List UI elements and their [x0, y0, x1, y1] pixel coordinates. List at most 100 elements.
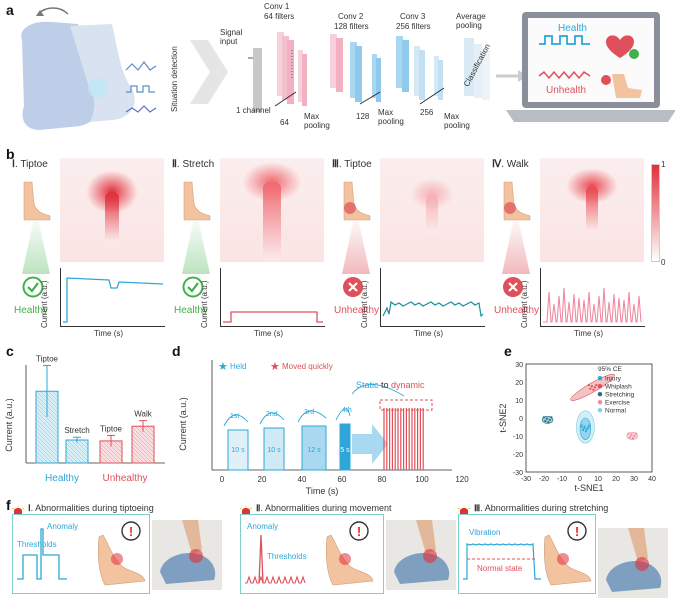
cluster-point [543, 416, 545, 418]
anomaly-title-2: Ⅱ. Abnormalities during movement [256, 503, 392, 513]
legend-entry: Injury [605, 376, 622, 383]
x-axis-label: t-SNE1 [574, 483, 603, 492]
foot-1-icon [18, 178, 54, 222]
state-1-title: Ⅰ. Tiptoe [12, 160, 48, 170]
max-pooling-2-label: Max pooling [378, 108, 404, 126]
bar-label: Stretch [64, 426, 89, 435]
dim-128-label: 128 [356, 112, 369, 121]
pressure-heatmap-4 [540, 158, 644, 262]
cluster-point [592, 389, 594, 391]
status-label-4: Unhealthy [494, 306, 539, 316]
cluster-point [585, 430, 587, 432]
cluster-point [594, 386, 596, 388]
cluster-point [584, 427, 586, 429]
current-trace [221, 268, 325, 326]
step-duration: 5 s [340, 447, 350, 454]
x-tick-label: 20 [612, 476, 620, 483]
heatmap-colorbar [651, 164, 660, 262]
cluster-point [582, 429, 584, 431]
bar-label: Tiptoe [36, 355, 58, 363]
x-tick-label: 10 [594, 476, 602, 483]
foot-4-icon [498, 178, 534, 222]
status-label-3: Unhealthy [334, 306, 379, 316]
current-plot-2 [220, 268, 325, 327]
pressure-heatmap-2 [220, 158, 324, 262]
title-text: . Abnormalities during movement [260, 503, 391, 513]
sock-shoe-photo [152, 520, 222, 590]
cluster-point [546, 418, 548, 420]
vibration-label: Vibration [469, 528, 500, 537]
x-axis-label: Time (s) [306, 486, 339, 496]
legend-marker [598, 400, 602, 404]
legend-marker [598, 408, 602, 412]
conv2-stack [330, 34, 381, 102]
x-tick-label: 80 [378, 475, 387, 484]
cluster-point [632, 437, 634, 439]
chevron-right-icon [190, 40, 228, 104]
dim-256-label: 256 [420, 108, 433, 117]
state-3-title: Ⅲ. Tiptoe [332, 160, 372, 170]
x-tick-label: -30 [521, 476, 531, 483]
x-tick-label: 120 [455, 475, 469, 484]
y-axis-label: Current (a.u.) [4, 398, 14, 452]
ylabel-1: Current (a.u.) [40, 280, 49, 328]
foot-2-icon [178, 178, 214, 222]
step-duration: 10 s [231, 447, 245, 454]
cluster-point [549, 419, 551, 421]
conv3-label: Conv 3 [400, 12, 425, 21]
alarm-light-icon [458, 503, 470, 513]
y-tick-label: 20 [515, 380, 523, 387]
x-tick-label: 0 [220, 475, 225, 484]
cluster-point [550, 416, 552, 418]
step-duration: 10 s [267, 447, 281, 454]
x-tick-label: 60 [338, 475, 347, 484]
current-plot-1 [60, 268, 165, 327]
current-plot-4 [540, 268, 645, 327]
conv1-filters-label: 64 filters [264, 12, 294, 21]
legend-marker [598, 392, 602, 396]
max-pooling-3-label: Max pooling [444, 112, 470, 130]
xlabel-3: Time (s) [414, 329, 443, 338]
unhealthy-group-label: Unhealthy [102, 473, 147, 484]
conv3-filters-label: 256 filters [396, 22, 431, 31]
legend-entry: Stretching [605, 392, 635, 399]
cluster-point [581, 425, 583, 427]
state-label: . Tiptoe [339, 159, 372, 170]
legend-marker [598, 384, 602, 388]
y-tick-label: -10 [513, 434, 523, 441]
pain-spot [557, 553, 569, 565]
pain-spot [111, 553, 123, 565]
dim-64-label: 64 [280, 118, 289, 127]
xlabel-1: Time (s) [94, 329, 123, 338]
trace-line [383, 302, 483, 316]
cluster-ellipse [580, 418, 591, 440]
bar [66, 440, 88, 463]
static-to-dynamic-label: Static to dynamic [356, 380, 425, 390]
alarm-light-icon [240, 503, 252, 513]
average-pooling-label: Average pooling [456, 12, 496, 30]
ylabel-3: Current (a.u.) [360, 280, 369, 328]
moved-star-icon: ★ [270, 361, 280, 373]
pressure-heatmap-3 [380, 158, 484, 262]
alert-mark: ! [357, 524, 361, 539]
anomaly-title-1: Ⅰ. Abnormalities during tiptoeing [28, 503, 154, 513]
ylabel-2: Current (a.u.) [200, 280, 209, 328]
cluster-point [595, 384, 597, 386]
cluster-point [635, 433, 637, 435]
cluster-point [633, 435, 635, 437]
legend-entry: Exercise [605, 400, 630, 407]
dynamic-word: dynamic [391, 380, 425, 390]
anomaly-label: Anomaly [247, 522, 278, 531]
one-channel-label: 1 channel [236, 106, 271, 115]
y-tick-label: -20 [513, 452, 523, 459]
step-duration: 12 s [307, 447, 321, 454]
x-tick-label: 40 [298, 475, 307, 484]
title-text: . Abnormalities during stretching [480, 503, 608, 513]
legend-entry: Whiplash [605, 384, 632, 391]
y-tick-label: 10 [515, 398, 523, 405]
to-word: to [379, 380, 392, 390]
heatmap-heel-stripe [426, 194, 438, 234]
